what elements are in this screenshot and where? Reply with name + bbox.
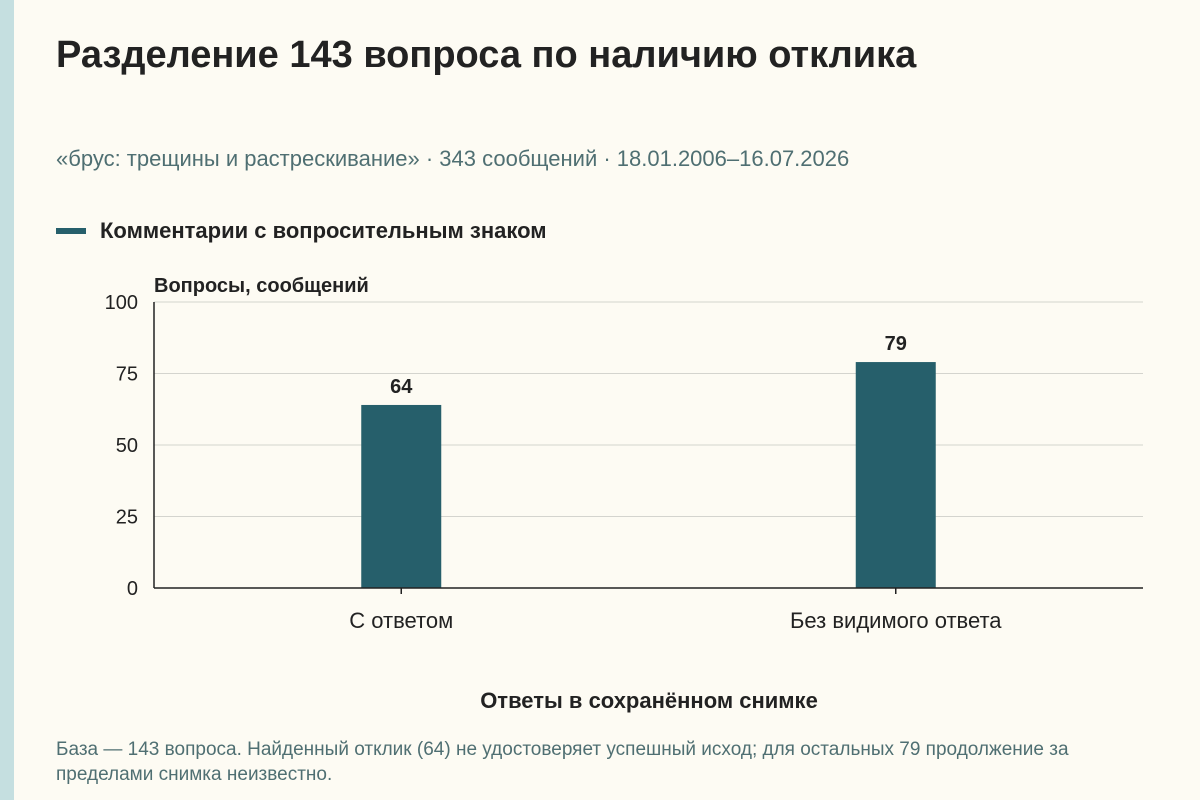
y-tick-label: 25 [116,507,138,529]
bars [361,362,936,588]
data-labels: 64 79 [390,333,907,398]
chart-subtitle: «брус: трещины и растрескивание» · 343 с… [56,146,850,171]
bar [361,404,442,588]
accent-bar [0,0,14,800]
x-category-label: С ответом [349,608,453,633]
y-tick-label: 0 [127,578,138,600]
y-tick-label: 100 [105,292,138,314]
x-category-label: Без видимого ответа [790,608,1002,633]
legend: Комментарии с вопросительным знаком [56,218,547,244]
y-axis-label: Вопросы, сообщений [154,275,369,297]
y-tick-label: 75 [116,364,138,386]
footnote: База — 143 вопроса. Найденный отклик (64… [56,739,1069,785]
legend-swatch [56,228,86,234]
data-label: 79 [885,333,907,355]
grid-lines [154,301,1143,517]
bar [855,362,936,588]
data-label: 64 [390,376,413,398]
x-axis-categories: С ответом Без видимого ответа [349,588,1002,633]
chart-title: Разделение 143 вопроса по наличию отклик… [56,34,917,76]
x-axis-label: Ответы в сохранённом снимке [480,688,818,713]
y-axis-ticks: 0 25 50 75 100 [105,292,138,600]
y-tick-label: 50 [116,435,138,457]
legend-label: Комментарии с вопросительным знаком [100,218,547,243]
